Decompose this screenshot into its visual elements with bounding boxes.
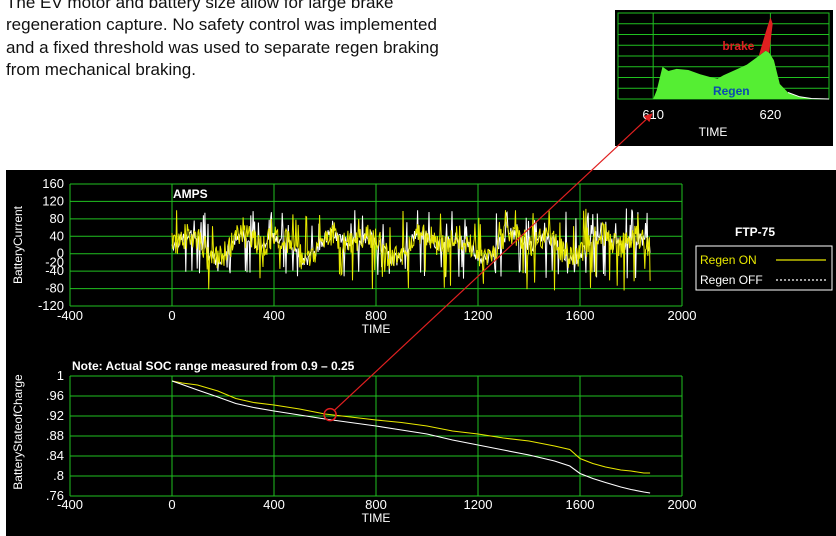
legend-box [695,245,833,291]
legend-label-regen-on: Regen ON [700,253,757,267]
regen-label: Regen [713,84,750,98]
x-tick-label: 620 [760,107,782,122]
y-tick-label: 40 [50,228,64,243]
x-tick-label: 2000 [668,497,697,512]
tail-line [787,92,830,100]
y-tick-label: .96 [46,388,64,403]
y-tick-label: -20 [45,254,64,269]
y-tick-label: .8 [53,468,64,483]
series-line-regen-on [171,380,651,474]
chart-note: Note: Actual SOC range measured from 0.9… [72,359,355,373]
x-tick-label: 800 [365,308,387,323]
legend-label-regen-off: Regen OFF [700,273,763,287]
regen-area [618,50,829,99]
x-tick-label: 2000 [668,308,697,323]
x-tick-label: 610 [642,107,664,122]
x-axis-label: TIME [699,125,728,139]
y-tick-label: .88 [46,428,64,443]
y-tick-label: -120 [38,298,64,313]
y-tick-label: 80 [50,211,64,226]
brake-label: brake [722,39,754,53]
x-tick-label: 400 [263,308,285,323]
y-tick-label: .84 [46,448,64,463]
y-tick-label: 0 [57,246,64,261]
y-tick-label: 1 [57,368,64,383]
x-axis-label: TIME [362,322,391,336]
x-tick-label: 1200 [464,497,493,512]
series-line-regen-off [171,380,651,494]
x-tick-label: 0 [168,308,175,323]
y-tick-label: 160 [42,176,64,191]
x-tick-label: -400 [57,308,83,323]
inset-chart: brake Regen 610 620 TIME [617,12,830,139]
legend-title: FTP-75 [735,225,775,239]
y-tick-label: -80 [45,281,64,296]
x-tick-label: 800 [365,497,387,512]
y-axis-label: BatteryStateofCharge [11,374,25,490]
x-tick-label: -400 [57,497,83,512]
x-tick-label: 1600 [566,308,595,323]
series-line-regen-on [171,208,651,291]
y-tick-label: .92 [46,408,64,423]
inset-chart-panel: brake Regen 610 620 TIME [615,10,833,146]
main-chart-panel: -400 0 400 800 1200 1600 2000 TIME 160 120 80 40 0 -2… [6,170,836,536]
y-tick-label: -40 [45,263,64,278]
main-charts: -400 0 400 800 1200 1600 2000TIME16012080400-2… [11,176,833,525]
x-tick-label: 400 [263,497,285,512]
chart-title: AMPS [173,187,208,201]
y-tick-label: 120 [42,193,64,208]
x-tick-label: 1600 [566,497,595,512]
brake-area [758,17,773,56]
y-axis-label: BatteryCurrent [11,205,25,284]
y-tick-label: .76 [46,488,64,503]
intro-paragraph: The EV motor and battery size allow for … [6,0,439,80]
x-axis-label: TIME [362,511,391,525]
x-tick-label: 1200 [464,308,493,323]
x-tick-label: 0 [168,497,175,512]
